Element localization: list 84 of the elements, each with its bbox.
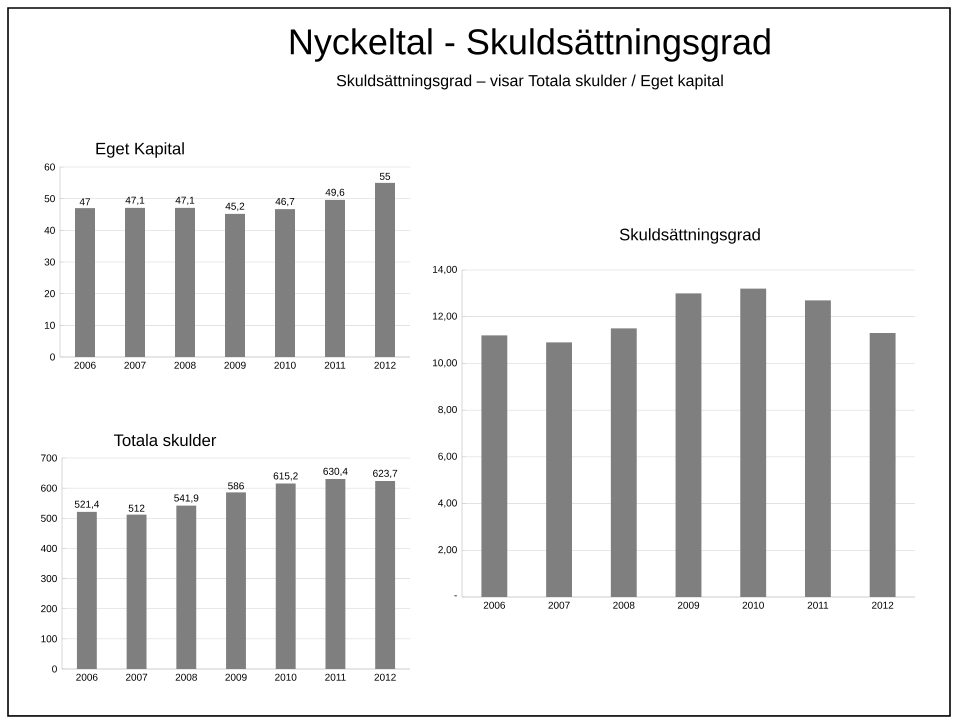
x-tick-label: 2009 [225, 674, 247, 681]
y-tick-label: 30 [44, 258, 55, 266]
x-tick-label: 2008 [176, 674, 197, 681]
data-label: 49,6 [326, 188, 344, 197]
y-tick-label: 400 [40, 544, 57, 552]
bar [375, 182, 396, 357]
bar [176, 506, 196, 669]
x-tick-label: 2010 [742, 602, 764, 609]
y-tick-label: 600 [41, 484, 57, 492]
y-tick-label: 0 [52, 665, 57, 673]
y-tick-label: 2,00 [438, 546, 457, 554]
x-tick-label: 2010 [274, 362, 296, 369]
x-tick-label: 2011 [808, 602, 828, 609]
bar [76, 512, 97, 669]
x-tick-label: 2006 [74, 362, 96, 369]
y-tick-label: 500 [41, 514, 57, 522]
chart-title: Skuldsättningsgrad [620, 228, 760, 244]
bar [325, 200, 345, 357]
x-tick-label: 2006 [76, 674, 98, 681]
data-label: 630,4 [323, 468, 348, 476]
y-tick-label: 8,00 [438, 406, 457, 414]
y-tick-label: 6,00 [438, 452, 457, 461]
data-label: 615,2 [274, 472, 298, 481]
x-tick-label: 2007 [548, 602, 570, 609]
chart-title: Totala skulder [114, 434, 216, 446]
bar [676, 293, 702, 597]
data-label: 55 [380, 172, 390, 180]
data-label: 47,1 [176, 196, 194, 205]
data-label: 623,7 [373, 470, 398, 478]
y-tick-label: 300 [40, 575, 57, 582]
y-tick-label: 10,00 [433, 359, 457, 368]
data-label: 46,7 [276, 198, 294, 206]
data-label: 47 [80, 198, 90, 206]
bar [175, 208, 195, 357]
x-tick-label: 2012 [872, 602, 894, 609]
bar [804, 300, 831, 597]
bar [276, 484, 296, 669]
data-label: 586 [228, 482, 244, 490]
y-tick-label: 4,00 [438, 499, 457, 508]
chart-title: Eget Kapital [96, 142, 184, 158]
y-tick-label: 20 [44, 290, 55, 298]
x-tick-label: 2012 [374, 362, 396, 369]
bar [225, 214, 246, 357]
data-label: 47,1 [126, 196, 144, 205]
x-tick-label: 2006 [484, 602, 506, 609]
x-tick-label: 2008 [613, 602, 634, 609]
bar [870, 333, 896, 597]
x-tick-label: 2009 [224, 362, 246, 369]
y-tick-label: 12,00 [433, 312, 457, 321]
y-tick-label: 200 [41, 605, 57, 612]
y-tick-label: 0 [50, 353, 55, 361]
y-tick-label: 50 [44, 195, 55, 202]
x-tick-label: 2007 [124, 362, 146, 369]
bar [325, 478, 346, 669]
x-tick-label: 2010 [275, 674, 296, 681]
x-tick-label: 2009 [678, 602, 700, 609]
bar [481, 335, 508, 597]
y-tick-label: 10 [44, 322, 55, 329]
x-tick-label: 2007 [126, 674, 148, 681]
data-label: 521,4 [74, 500, 100, 509]
bar [126, 514, 147, 669]
y-tick-label: 60 [44, 163, 55, 171]
text: Skuldsättningsgrad – visar Totala skulder / Eget kapital [336, 74, 723, 90]
x-tick-label: 2011 [324, 362, 346, 369]
y-tick-label: 40 [44, 226, 55, 234]
data-label: 512 [128, 504, 144, 512]
x-tick-label: 2012 [374, 674, 396, 681]
y-tick-label: 100 [41, 635, 57, 642]
y-tick-label: - [454, 595, 457, 596]
bar [740, 288, 766, 597]
x-tick-label: 2011 [325, 674, 346, 681]
bar [226, 492, 246, 669]
bar [375, 480, 396, 669]
data-label: 541,9 [174, 494, 198, 503]
data-label: 45,2 [226, 202, 244, 211]
x-tick-label: 2008 [174, 362, 196, 369]
bar [275, 209, 296, 357]
bar [610, 328, 637, 597]
bar [75, 208, 96, 357]
text: Nyckeltal - Skuldsättningsgrad [290, 28, 770, 62]
y-tick-label: 14,00 [433, 266, 457, 274]
bar [546, 342, 572, 597]
y-tick-label: 700 [41, 454, 57, 462]
bar [125, 208, 146, 357]
